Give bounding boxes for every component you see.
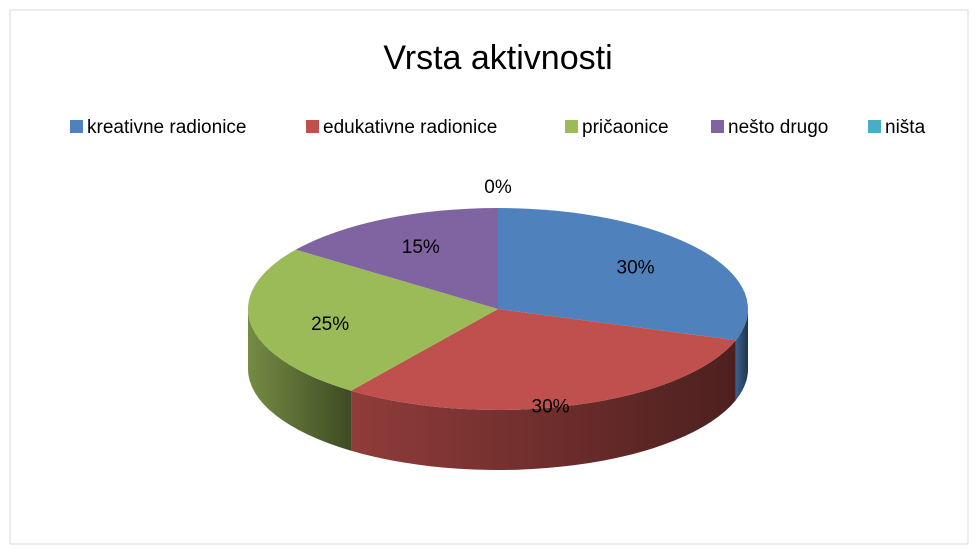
data-label: 0% (484, 177, 512, 198)
legend-swatch (565, 120, 578, 133)
legend-label: kreativne radionice (87, 117, 246, 138)
legend-label: ništa (885, 117, 926, 138)
slice (498, 208, 748, 341)
slice (295, 208, 498, 309)
slice-side (351, 340, 736, 470)
data-label: 30% (617, 258, 655, 279)
slice (247, 249, 498, 391)
legend-swatch (306, 120, 319, 133)
legend-label: pričaonice (582, 117, 669, 138)
legend-swatch (711, 120, 724, 133)
slice (351, 309, 736, 411)
slice-side (735, 309, 748, 401)
data-label: 30% (532, 397, 570, 418)
legend-swatch (70, 120, 83, 133)
data-label: 25% (311, 314, 349, 335)
legend-label: nešto drugo (728, 117, 828, 138)
legend-swatch (868, 120, 881, 133)
data-label: 15% (402, 237, 440, 258)
legend-label: edukativne radionice (323, 117, 497, 138)
slice-side (248, 309, 352, 451)
chart-title: Vrsta aktivnosti (383, 39, 612, 77)
